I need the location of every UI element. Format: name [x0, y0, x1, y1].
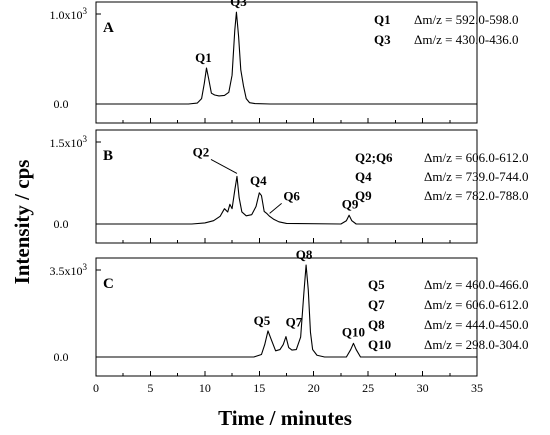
- legend-mass-range: Δm/z = 444.0-450.0: [424, 317, 529, 332]
- y-tick-label-zero: 0.0: [54, 217, 69, 231]
- x-tick-label: 30: [417, 381, 429, 395]
- panel-frame: [95, 129, 478, 244]
- legend-ion-name: Q2;Q6: [355, 150, 393, 165]
- legend-mass-range: Δm/z = 782.0-788.0: [424, 188, 529, 203]
- legend-ion-name: Q7: [368, 297, 385, 312]
- legend-mass-range: Δm/z = 739.0-744.0: [424, 169, 529, 184]
- y-tick-label-max: 3.5x103: [50, 262, 88, 278]
- peak-leader-line: [269, 203, 282, 214]
- panel-a: 1.0x103 0.0 A Q1 Q3 Q1 Δm/z = 592.0-598.0 Q3 Δm/…: [50, 0, 519, 124]
- legend-ion-name: Q5: [368, 277, 385, 292]
- x-tick-label: 10: [199, 381, 211, 395]
- x-axis-title: Time / minutes: [218, 406, 352, 430]
- y-tick-label-exponent: 3: [83, 6, 88, 16]
- y-tick-label-base: 1.0x10: [50, 8, 83, 22]
- legend-mass-range: Δm/z = 592.0-598.0: [414, 12, 519, 27]
- y-tick-label-max: 1.5x103: [50, 134, 88, 150]
- peak-label: Q8: [296, 247, 313, 262]
- chromatogram-trace: [96, 175, 477, 225]
- legend-ion-name: Q4: [355, 169, 372, 184]
- legend-mass-range: Δm/z = 606.0-612.0: [424, 297, 529, 312]
- panel-letter: A: [103, 20, 114, 36]
- legend-mass-range: Δm/z = 606.0-612.0: [424, 150, 529, 165]
- peak-label: Q9: [342, 196, 359, 211]
- peak-label: Q5: [254, 313, 271, 328]
- peak-label: Q1: [195, 50, 212, 65]
- y-axis-title: Intensity / cps: [10, 160, 34, 285]
- panel-b: 1.5x103 0.0 B Q2 Q4 Q6 Q9 Q2;Q6 Δm/z = 606.0-612…: [50, 129, 529, 244]
- legend-mass-range: Δm/z = 298.0-304.0: [424, 337, 529, 352]
- legend-ion-name: Q9: [355, 188, 372, 203]
- x-tick-label: 35: [471, 381, 483, 395]
- x-tick-label: 20: [308, 381, 320, 395]
- y-tick-label-base: 3.5x10: [50, 264, 83, 278]
- x-tick-label: 5: [147, 381, 153, 395]
- panel-letter: B: [103, 148, 113, 164]
- y-tick-label-zero: 0.0: [54, 97, 69, 111]
- peak-label: Q3: [230, 0, 247, 9]
- x-tick-label: 25: [362, 381, 374, 395]
- y-tick-label-exponent: 3: [83, 134, 88, 144]
- legend-ion-name: Q3: [374, 32, 391, 47]
- y-tick-label-exponent: 3: [83, 262, 88, 272]
- chromatogram-trace: [96, 264, 477, 358]
- peak-label: Q10: [342, 324, 365, 339]
- peak-label: Q6: [283, 188, 300, 203]
- peak-label: Q2: [193, 144, 210, 159]
- chromatogram-trace: [96, 11, 477, 105]
- legend-ion-name: Q8: [368, 317, 385, 332]
- peak-leader-line: [210, 159, 238, 174]
- x-tick-label: 0: [93, 381, 99, 395]
- peak-label: Q4: [250, 173, 267, 188]
- panel-letter: C: [103, 276, 114, 292]
- legend-ion-name: Q1: [374, 12, 391, 27]
- peak-label: Q7: [286, 315, 303, 330]
- legend-mass-range: Δm/z = 460.0-466.0: [424, 277, 529, 292]
- x-tick-label: 15: [253, 381, 265, 395]
- legend-ion-name: Q10: [368, 337, 391, 352]
- legend-mass-range: Δm/z = 430.0-436.0: [414, 32, 519, 47]
- y-tick-label-base: 1.5x10: [50, 136, 83, 150]
- y-tick-label-max: 1.0x103: [50, 6, 88, 22]
- y-tick-label-zero: 0.0: [54, 350, 69, 364]
